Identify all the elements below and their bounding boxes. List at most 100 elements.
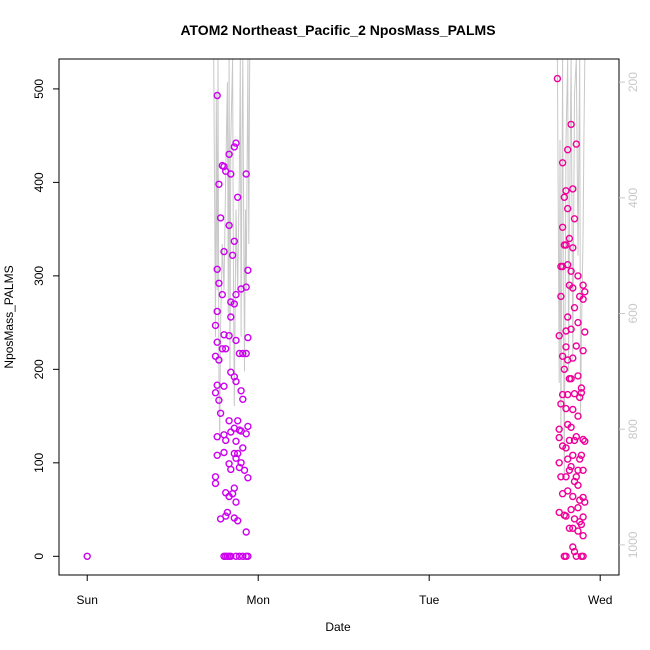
data-point xyxy=(244,422,252,431)
data-point xyxy=(574,372,582,380)
data-point xyxy=(225,150,233,159)
data-point xyxy=(233,449,242,458)
y-tick-label: 500 xyxy=(32,79,46,99)
data-point xyxy=(572,473,580,481)
data-point xyxy=(570,304,579,312)
data-point xyxy=(553,74,562,83)
data-point xyxy=(239,349,247,358)
data-point xyxy=(567,505,575,514)
data-point xyxy=(567,375,575,383)
data-point xyxy=(215,356,223,364)
data-point xyxy=(562,241,570,249)
data-point xyxy=(216,214,225,222)
data-point xyxy=(232,454,240,462)
data-point xyxy=(215,279,223,287)
x-tick-label: Tue xyxy=(419,593,440,607)
data-point xyxy=(237,387,245,395)
data-point xyxy=(227,170,235,178)
data-point xyxy=(225,332,233,340)
data-point xyxy=(230,484,239,492)
data-point xyxy=(574,466,582,474)
data-point xyxy=(569,185,577,193)
x-tick-label: Sun xyxy=(77,593,98,607)
y-tick-label: 400 xyxy=(32,172,46,192)
axes-layer: Sun Mon Tue Wed 0 100 200 300 400 500 200 400 600 800… xyxy=(32,58,640,607)
data-point xyxy=(579,435,587,444)
data-point xyxy=(232,498,240,506)
data-point xyxy=(223,508,232,517)
data-point xyxy=(213,91,221,100)
pressure-trace-line xyxy=(213,58,586,476)
data-point xyxy=(218,345,227,353)
data-point xyxy=(577,451,586,459)
data-point xyxy=(211,479,220,488)
data-point xyxy=(221,489,230,497)
data-point xyxy=(213,451,221,459)
data-point xyxy=(560,193,568,202)
data-point xyxy=(211,321,220,330)
data-point xyxy=(570,436,579,445)
y2-tick-label: 600 xyxy=(626,303,640,323)
data-point xyxy=(244,474,252,482)
data-point xyxy=(230,237,239,246)
data-point xyxy=(220,247,228,256)
data-point xyxy=(577,520,586,529)
data-point xyxy=(555,425,563,433)
data-point xyxy=(569,543,577,551)
data-point xyxy=(216,409,225,417)
data-point xyxy=(562,187,570,195)
data-point xyxy=(581,328,589,336)
data-point xyxy=(227,465,235,474)
data-point xyxy=(227,552,235,560)
data-point xyxy=(574,412,582,420)
data-point xyxy=(565,466,574,474)
data-point xyxy=(239,395,247,403)
data-point xyxy=(567,462,575,471)
data-point xyxy=(225,221,233,230)
data-point xyxy=(211,352,220,360)
data-point xyxy=(569,354,577,362)
data-point xyxy=(558,390,567,399)
data-point xyxy=(581,437,589,445)
data-point xyxy=(574,272,582,280)
data-point xyxy=(244,333,252,342)
data-point xyxy=(569,405,577,414)
data-point xyxy=(574,318,582,327)
data-point xyxy=(230,143,239,151)
data-point xyxy=(562,444,570,452)
data-point xyxy=(230,300,239,308)
data-point xyxy=(213,307,221,316)
data-point xyxy=(227,313,235,321)
x-tick-label: Wed xyxy=(588,593,612,607)
data-point xyxy=(579,493,587,502)
data-point xyxy=(569,284,577,292)
data-point xyxy=(565,436,574,445)
data-point xyxy=(562,473,570,481)
data-point xyxy=(555,332,563,340)
data-point xyxy=(225,417,233,425)
data-point xyxy=(228,251,237,260)
data-point xyxy=(558,223,567,232)
data-points-layer xyxy=(83,74,589,560)
data-point xyxy=(220,448,228,457)
data-point xyxy=(230,449,239,458)
data-point xyxy=(577,389,586,397)
data-point xyxy=(242,528,250,536)
x-axis-label: Date xyxy=(325,620,351,634)
data-point xyxy=(220,162,228,171)
data-point xyxy=(232,290,240,299)
data-point xyxy=(232,336,240,345)
data-point xyxy=(574,481,582,489)
data-point xyxy=(562,552,570,560)
data-point xyxy=(567,267,575,275)
data-point xyxy=(211,389,220,397)
data-point xyxy=(242,283,250,291)
data-point xyxy=(215,396,223,404)
data-point xyxy=(220,382,228,390)
data-point xyxy=(242,430,250,438)
data-point xyxy=(232,139,240,147)
data-point xyxy=(569,492,577,501)
data-point xyxy=(244,552,252,560)
data-point xyxy=(558,352,567,360)
